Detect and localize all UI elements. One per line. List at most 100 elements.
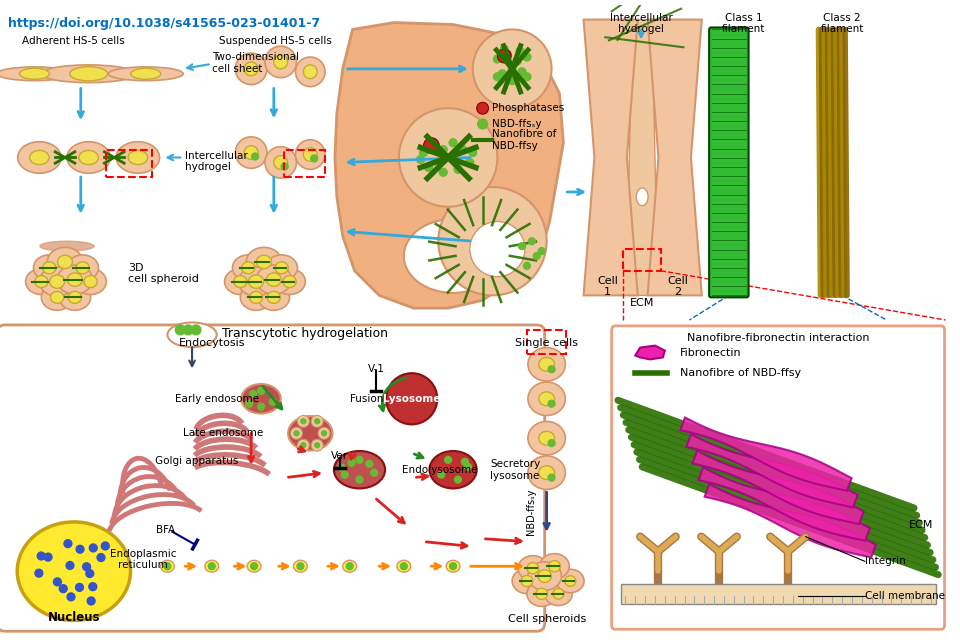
Circle shape bbox=[454, 165, 462, 173]
Circle shape bbox=[500, 45, 508, 53]
Text: https://doi.org/10.1038/s41565-023-01401-7: https://doi.org/10.1038/s41565-023-01401… bbox=[8, 17, 320, 29]
Text: Class 2
filament: Class 2 filament bbox=[821, 13, 864, 35]
Text: Class 1
filament: Class 1 filament bbox=[722, 13, 765, 35]
Ellipse shape bbox=[26, 269, 58, 294]
Ellipse shape bbox=[294, 561, 307, 572]
Ellipse shape bbox=[167, 323, 217, 347]
Text: Nanofibre of
NBD-ffsy: Nanofibre of NBD-ffsy bbox=[492, 129, 557, 150]
Circle shape bbox=[534, 253, 540, 259]
Ellipse shape bbox=[539, 466, 555, 479]
Circle shape bbox=[439, 187, 546, 296]
Ellipse shape bbox=[274, 55, 288, 69]
Circle shape bbox=[477, 102, 489, 114]
Ellipse shape bbox=[67, 255, 99, 281]
Ellipse shape bbox=[17, 522, 131, 620]
FancyBboxPatch shape bbox=[612, 326, 945, 629]
Ellipse shape bbox=[267, 291, 280, 303]
Text: Endolysosome: Endolysosome bbox=[402, 465, 477, 475]
Ellipse shape bbox=[250, 291, 263, 303]
Circle shape bbox=[246, 400, 252, 407]
Ellipse shape bbox=[40, 241, 94, 251]
Circle shape bbox=[518, 68, 526, 76]
Text: Secretory
lysosome: Secretory lysosome bbox=[491, 459, 540, 481]
Ellipse shape bbox=[528, 456, 565, 490]
Ellipse shape bbox=[283, 276, 297, 287]
Ellipse shape bbox=[539, 357, 555, 371]
Circle shape bbox=[465, 463, 471, 470]
Circle shape bbox=[85, 570, 94, 577]
Circle shape bbox=[417, 156, 424, 163]
Circle shape bbox=[440, 168, 447, 176]
Ellipse shape bbox=[0, 67, 72, 81]
Circle shape bbox=[424, 163, 432, 172]
Ellipse shape bbox=[256, 255, 272, 269]
Circle shape bbox=[60, 585, 67, 593]
Circle shape bbox=[322, 431, 326, 436]
Ellipse shape bbox=[75, 269, 107, 294]
Bar bbox=[107, 150, 152, 177]
Circle shape bbox=[423, 138, 440, 154]
Circle shape bbox=[366, 460, 372, 467]
Ellipse shape bbox=[564, 576, 576, 586]
Polygon shape bbox=[699, 467, 870, 541]
Circle shape bbox=[176, 325, 185, 335]
Circle shape bbox=[399, 108, 497, 207]
Text: Endoplasmic
reticulum: Endoplasmic reticulum bbox=[109, 548, 176, 570]
Text: Intercellular
hydrogel: Intercellular hydrogel bbox=[610, 13, 673, 35]
Ellipse shape bbox=[536, 588, 547, 600]
Ellipse shape bbox=[538, 570, 551, 582]
Circle shape bbox=[469, 221, 525, 276]
Ellipse shape bbox=[50, 275, 64, 289]
Circle shape bbox=[37, 552, 45, 560]
Ellipse shape bbox=[67, 141, 110, 173]
Ellipse shape bbox=[30, 150, 49, 164]
Circle shape bbox=[291, 428, 302, 439]
Circle shape bbox=[356, 456, 363, 463]
Ellipse shape bbox=[235, 137, 267, 168]
Circle shape bbox=[503, 50, 511, 58]
Ellipse shape bbox=[34, 255, 65, 281]
Ellipse shape bbox=[241, 384, 280, 413]
Ellipse shape bbox=[233, 276, 247, 287]
Ellipse shape bbox=[79, 150, 98, 164]
FancyBboxPatch shape bbox=[709, 28, 749, 298]
Circle shape bbox=[102, 542, 109, 550]
Ellipse shape bbox=[548, 561, 561, 572]
Text: Golgi apparatus: Golgi apparatus bbox=[156, 456, 239, 466]
Circle shape bbox=[281, 163, 288, 170]
Text: Single cells: Single cells bbox=[516, 338, 578, 348]
Circle shape bbox=[518, 243, 525, 250]
Circle shape bbox=[76, 584, 84, 591]
Text: NBD-ffsₛy: NBD-ffsₛy bbox=[492, 119, 542, 129]
Ellipse shape bbox=[396, 561, 411, 572]
Circle shape bbox=[449, 139, 457, 147]
Circle shape bbox=[466, 159, 473, 166]
Circle shape bbox=[347, 563, 353, 570]
Text: Cell membrane: Cell membrane bbox=[865, 591, 945, 601]
Circle shape bbox=[468, 148, 477, 157]
Circle shape bbox=[191, 325, 201, 335]
Ellipse shape bbox=[238, 267, 274, 296]
Bar bbox=[623, 249, 660, 271]
Ellipse shape bbox=[636, 188, 648, 205]
Circle shape bbox=[300, 419, 306, 424]
Circle shape bbox=[539, 248, 545, 255]
Circle shape bbox=[54, 578, 61, 586]
Ellipse shape bbox=[528, 422, 565, 455]
Circle shape bbox=[257, 387, 264, 394]
Circle shape bbox=[356, 476, 363, 483]
Ellipse shape bbox=[296, 140, 325, 170]
Text: Phosphatases: Phosphatases bbox=[492, 103, 564, 113]
Circle shape bbox=[386, 373, 438, 424]
Text: Intercellular
hydrogel: Intercellular hydrogel bbox=[185, 150, 248, 172]
Bar bbox=[620, 584, 936, 604]
Ellipse shape bbox=[58, 255, 72, 269]
Circle shape bbox=[400, 563, 407, 570]
Circle shape bbox=[444, 154, 452, 161]
Circle shape bbox=[548, 440, 555, 447]
Circle shape bbox=[311, 415, 324, 428]
Circle shape bbox=[449, 563, 457, 570]
Circle shape bbox=[444, 456, 451, 463]
Polygon shape bbox=[686, 434, 857, 508]
Ellipse shape bbox=[274, 156, 288, 170]
